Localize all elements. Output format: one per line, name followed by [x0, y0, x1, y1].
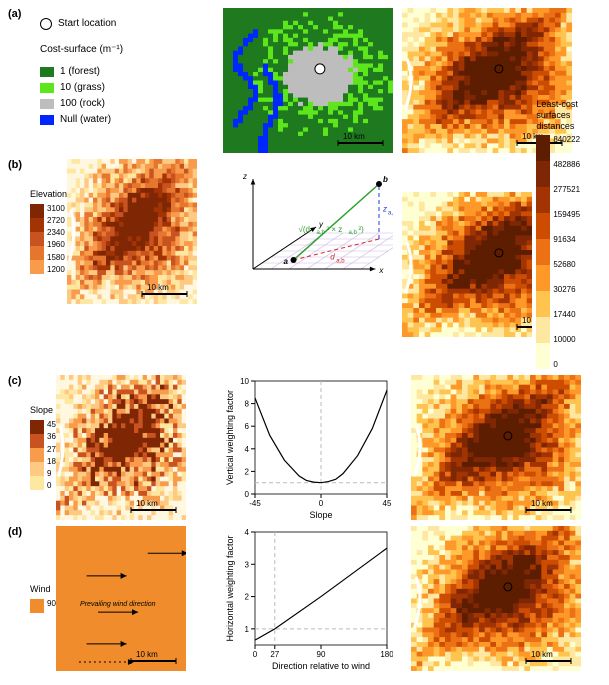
legend-cost-title: Cost-surface (m⁻¹) [40, 42, 200, 58]
start-icon [40, 18, 52, 30]
legend-start-label: Start location [58, 16, 116, 32]
row-d: (d) Wind 90 Prevailing wind direction10 … [8, 526, 601, 671]
svg-text:x: x [378, 266, 384, 275]
legend-swatch [40, 83, 54, 93]
legend-label: 1 (forest) [60, 64, 100, 80]
svg-text:10 km: 10 km [147, 283, 169, 292]
svg-text:z: z [382, 205, 387, 214]
svg-text:-45: -45 [249, 499, 261, 508]
row-c: (c) Slope 4536271890 10 km -450450246810… [8, 375, 601, 520]
svg-text:a,b: a,b [349, 230, 358, 236]
cost-legend-panel: Start location Cost-surface (m⁻¹) 1 (for… [26, 8, 214, 128]
legend-label: 100 (rock) [60, 96, 105, 112]
svg-text:0: 0 [319, 499, 324, 508]
svg-text:45: 45 [383, 499, 392, 508]
svg-text:a,b: a,b [336, 259, 345, 265]
svg-text:y: y [318, 220, 324, 229]
elevation-title: Elevation [30, 189, 67, 200]
legend-item: Null (water) [40, 112, 200, 128]
elevation-colorbar: Elevation 310027202340196015801200 [30, 189, 67, 274]
svg-text:10: 10 [240, 377, 249, 386]
legend-swatch [40, 67, 54, 77]
row-b: (b) Elevation 310027202340196015801200 1… [8, 159, 601, 369]
legend-item: 10 (grass) [40, 80, 200, 96]
slope-weight-chart: -450450246810SlopeVertical weighting fac… [214, 375, 402, 520]
svg-text:a: a [284, 257, 289, 266]
legend-swatch [40, 115, 54, 125]
svg-text:²): ²) [359, 225, 365, 234]
svg-text:0: 0 [245, 490, 250, 499]
legend-label: Null (water) [60, 112, 111, 128]
legend-start: Start location [40, 16, 200, 32]
svg-text:² × z: ² × z [327, 225, 343, 234]
elevation-panel: Elevation 310027202340196015801200 10 km [26, 159, 214, 304]
panel-label-d: (d) [8, 526, 26, 538]
legend-label: 10 (grass) [60, 80, 105, 96]
row-a: (a) Start location Cost-surface (m⁻¹) 1 … [8, 8, 601, 153]
svg-text:Vertical weighting factor: Vertical weighting factor [225, 390, 235, 485]
wind-panel: Wind 90 Prevailing wind direction10 km [26, 526, 214, 671]
legend-swatch [40, 99, 54, 109]
slope-panel: Slope 4536271890 10 km [26, 375, 214, 520]
svg-text:8: 8 [245, 400, 250, 409]
svg-text:6: 6 [245, 423, 250, 432]
panel-label-c: (c) [8, 375, 26, 387]
svg-text:Slope: Slope [309, 510, 332, 520]
lcd-colorbar-title: Least-cost surfaces distances [536, 99, 590, 131]
svg-text:a,b: a,b [388, 211, 393, 217]
slope-colorbar: Slope 4536271890 [30, 405, 56, 490]
panel-label-b: (b) [8, 159, 26, 171]
legend-item: 100 (rock) [40, 96, 200, 112]
lcd-map-c: 10 km [402, 375, 590, 520]
lcd-map-d: 10 km [402, 526, 590, 671]
svg-text:2: 2 [245, 468, 250, 477]
lcd-map-b: 10 km Least-cost surfaces distances 8402… [402, 159, 590, 369]
legend-box: Start location Cost-surface (m⁻¹) 1 (for… [36, 8, 204, 128]
cost-surface-map: 10 km [214, 8, 402, 153]
svg-text:4: 4 [245, 445, 250, 454]
figure: (a) Start location Cost-surface (m⁻¹) 1 … [8, 8, 601, 671]
svg-text:10 km: 10 km [522, 316, 532, 325]
slope-title: Slope [30, 405, 53, 416]
wind-colorbar: Wind 90 [30, 584, 56, 613]
svg-text:d: d [330, 253, 335, 262]
svg-text:b: b [383, 175, 388, 184]
panel-label-a: (a) [8, 8, 26, 20]
lcd-colorbar: Least-cost surfaces distances 8402224828… [536, 99, 590, 369]
wind-title: Wind [30, 584, 51, 595]
legend-item: 1 (forest) [40, 64, 200, 80]
wind-weight-chart: 027901801234Direction relative to windHo… [214, 526, 402, 671]
svg-text:10 km: 10 km [343, 132, 365, 141]
svg-text:z: z [242, 172, 247, 181]
diagram-3d: xyzda,bza,b√(da,b² × za,b²)ab [214, 159, 402, 304]
svg-text:√(d: √(d [299, 225, 311, 234]
svg-text:a,b: a,b [317, 230, 326, 236]
svg-text:10 km: 10 km [136, 499, 158, 508]
